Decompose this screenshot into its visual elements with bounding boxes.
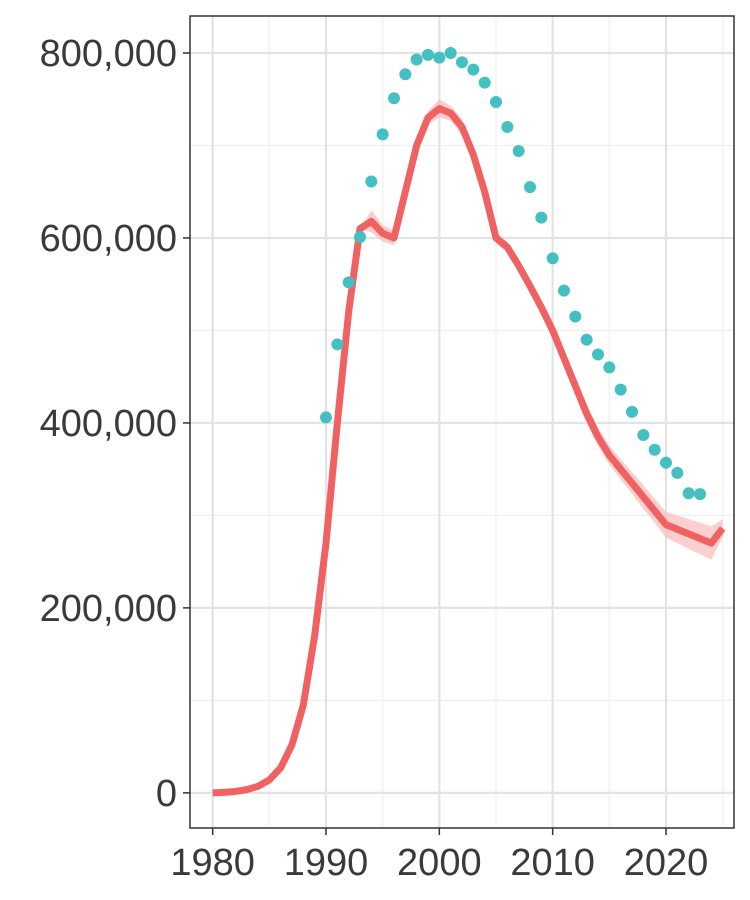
data-point [501, 120, 514, 133]
data-point [342, 276, 355, 289]
data-point [682, 487, 695, 500]
trend-line-path [212, 104, 726, 797]
data-point [671, 466, 684, 479]
major-gridlines [190, 16, 734, 828]
data-point [388, 92, 400, 105]
data-point [467, 63, 480, 76]
data-point [546, 252, 559, 265]
data-point [422, 48, 434, 61]
data-point [660, 456, 672, 469]
y-tick-label: 0 [156, 773, 177, 815]
data-point [592, 348, 604, 361]
data-point [490, 96, 502, 109]
x-tick-label: 2020 [624, 842, 709, 884]
data-point [603, 361, 616, 374]
data-point [478, 76, 491, 89]
data-point [558, 284, 570, 297]
data-point [524, 181, 536, 194]
y-tick-label: 600,000 [40, 218, 177, 260]
y-tick-label: 400,000 [40, 403, 177, 445]
data-point [433, 51, 446, 64]
data-point [444, 46, 457, 59]
data-point [626, 405, 638, 418]
x-tick-label: 2000 [397, 842, 482, 884]
x-tick-label: 1990 [284, 842, 369, 884]
data-point [535, 211, 548, 224]
plot-panel-border [189, 15, 735, 829]
x-tick-label: 2010 [510, 842, 595, 884]
data-point [376, 128, 389, 141]
x-axis: 1980 1990 2000 2010 2020 [170, 828, 708, 884]
data-point [569, 310, 582, 323]
data-point [354, 231, 366, 244]
data-point [580, 333, 593, 346]
data-point [637, 428, 650, 441]
data-point [320, 411, 332, 424]
data-point [456, 56, 468, 69]
y-tick-label: 800,000 [40, 33, 177, 75]
data-point [614, 383, 627, 396]
data-point [512, 145, 525, 158]
data-point [694, 488, 706, 501]
observed-points [320, 46, 706, 501]
confidence-band [212, 99, 723, 793]
data-point [399, 68, 412, 81]
x-tick-label: 1980 [170, 842, 255, 884]
data-point [648, 443, 661, 456]
y-tick-label: 200,000 [40, 588, 177, 630]
y-axis: 0 200,000 400,000 600,000 800,000 [40, 33, 190, 815]
data-point [331, 338, 344, 351]
data-point [365, 175, 378, 188]
data-point [410, 53, 423, 66]
trend-line [212, 104, 726, 797]
confidence-band-area [212, 99, 723, 793]
